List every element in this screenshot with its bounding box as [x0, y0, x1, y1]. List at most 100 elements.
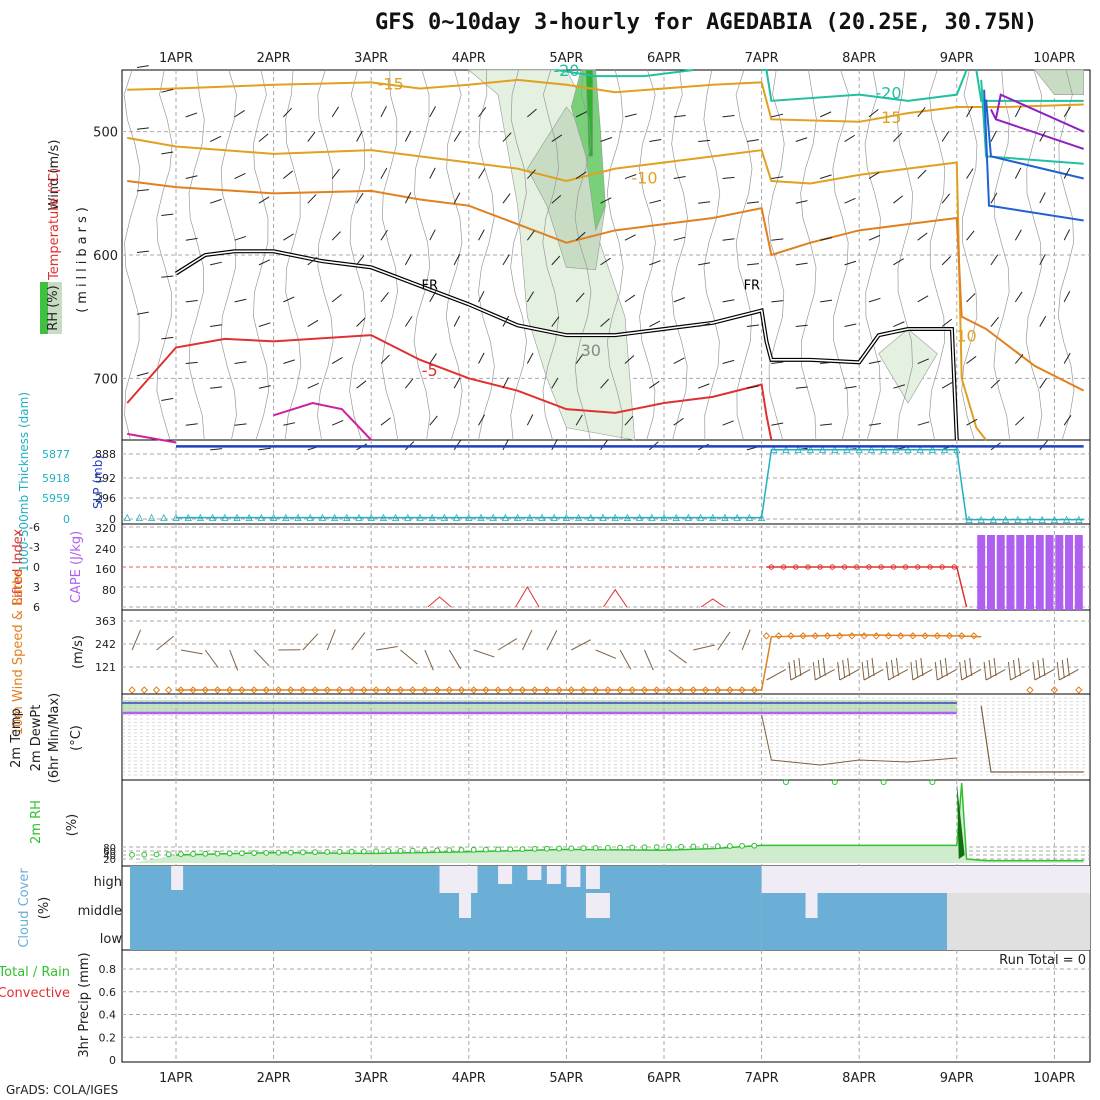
wind10m-barb: [693, 644, 715, 651]
thickness-marker: [940, 445, 949, 454]
wind-barb: [966, 293, 976, 303]
wind-barb: [478, 352, 485, 364]
x-tick-label-bottom: 5APR: [549, 1071, 583, 1086]
wind10m-barb: [497, 638, 518, 651]
rh2m-marker: [312, 849, 318, 856]
wind10m-barb: [253, 649, 270, 667]
rh-contour: [671, 69, 688, 441]
wind-barb: [307, 131, 316, 142]
cloud-gap: [585, 893, 610, 918]
wind-barb: [136, 372, 149, 377]
wind10m-barb: [424, 649, 434, 671]
wind-speed-marker: [555, 686, 563, 694]
rh2m-marker: [275, 849, 282, 856]
precip-tick-label: 0.6: [99, 986, 117, 999]
wind-speed-marker: [128, 686, 136, 694]
wind-barb: [649, 139, 662, 143]
wind-barb: [698, 262, 711, 266]
wind-barb: [624, 234, 636, 241]
thickness-marker: [806, 445, 815, 454]
wind-speed-marker: [177, 686, 185, 694]
thickness-marker: [757, 513, 766, 522]
wind-tick-label: 363: [95, 615, 116, 628]
wind-barb: [234, 172, 246, 179]
wind10m-barb-flag: [993, 657, 997, 677]
wind-barb: [649, 260, 661, 266]
cape-bar: [1045, 535, 1054, 610]
thickness-marker: [538, 513, 546, 522]
wind-barb: [722, 115, 735, 118]
rh2m-marker: [678, 843, 684, 850]
thickness-marker: [526, 513, 534, 522]
temp2m-drop: [761, 714, 957, 766]
wind-barb: [820, 423, 833, 426]
li-marker: [780, 564, 787, 570]
rh-axis-label: RH (%): [46, 285, 61, 330]
wind-barb: [624, 294, 636, 303]
wind-barb: [478, 106, 487, 118]
pressure-tick-label: 500: [93, 126, 118, 141]
wind-speed-marker: [408, 686, 417, 694]
rh-contour: [735, 69, 753, 441]
wind-barb: [161, 397, 174, 402]
wind-barb: [820, 299, 833, 303]
wind-barb: [307, 256, 318, 266]
wind-speed-marker: [189, 686, 197, 694]
rh-contour: [703, 69, 721, 441]
rh2m-marker: [141, 851, 148, 858]
wind-barb: [380, 105, 387, 118]
cape-tick-label: 320: [95, 522, 116, 535]
wind-barb: [404, 130, 412, 142]
wind-barb: [526, 230, 535, 241]
wind10m-barb: [400, 649, 418, 665]
wind-barb: [161, 213, 174, 217]
cape-tick-label: 160: [95, 563, 116, 576]
li-tick-label: 3: [33, 581, 40, 594]
thickness-tick-label: 5877: [42, 448, 70, 461]
rh-contour: [574, 69, 592, 441]
wind10m-barb-flag: [915, 659, 919, 679]
thickness-marker: [135, 513, 144, 522]
axis-labels: 1APR 1APR 2APR 2APR 3APR 3APR 4APR 4APR 5APR 5APR…: [0, 51, 1086, 1086]
rh2m-marker: [665, 844, 672, 850]
isotherm-minus10: [127, 136, 987, 441]
wind-barb: [234, 423, 247, 426]
li-marker: [866, 564, 872, 570]
pressure-tick-label: 600: [93, 249, 118, 264]
li-marker: [854, 564, 860, 570]
wind-barb: [600, 257, 611, 266]
thickness-marker: [355, 513, 363, 522]
rh2m-marker: [629, 844, 636, 851]
wind10m-barb-flag: [939, 659, 943, 679]
wind-barb: [649, 199, 662, 204]
cold-isotherm: [975, 69, 1084, 102]
thickness-marker: [953, 445, 961, 454]
wind-barb: [1039, 315, 1047, 327]
wind-barb: [161, 336, 174, 340]
wind-speed-marker: [579, 686, 588, 694]
li-tick-label: 0: [33, 561, 40, 574]
precip-tick-label: 0.2: [99, 1031, 117, 1044]
li-marker: [805, 564, 811, 570]
cloud-gap: [498, 866, 513, 884]
precip-tick-label: 0.8: [99, 963, 117, 976]
wind-barb: [453, 439, 462, 451]
wind-barb: [649, 320, 661, 327]
wind-barb: [868, 297, 881, 303]
wind-barb: [429, 167, 436, 179]
rh2m-marker: [458, 847, 465, 853]
wind-barb: [283, 359, 295, 365]
wind-speed-marker: [970, 632, 978, 640]
wind10m-units: (m/s): [71, 635, 86, 669]
rh2m-marker: [739, 842, 745, 849]
contour-label: -20: [553, 61, 579, 80]
thickness-marker: [977, 515, 985, 524]
rh2m-marker: [202, 850, 209, 857]
li-marker: [915, 564, 921, 570]
cold-isotherm: [994, 93, 1085, 133]
wind-barb: [795, 386, 808, 389]
wind-barb: [575, 171, 587, 179]
rh-contour: [929, 69, 946, 441]
thickness-marker: [513, 513, 522, 522]
wind-barb: [478, 229, 485, 241]
